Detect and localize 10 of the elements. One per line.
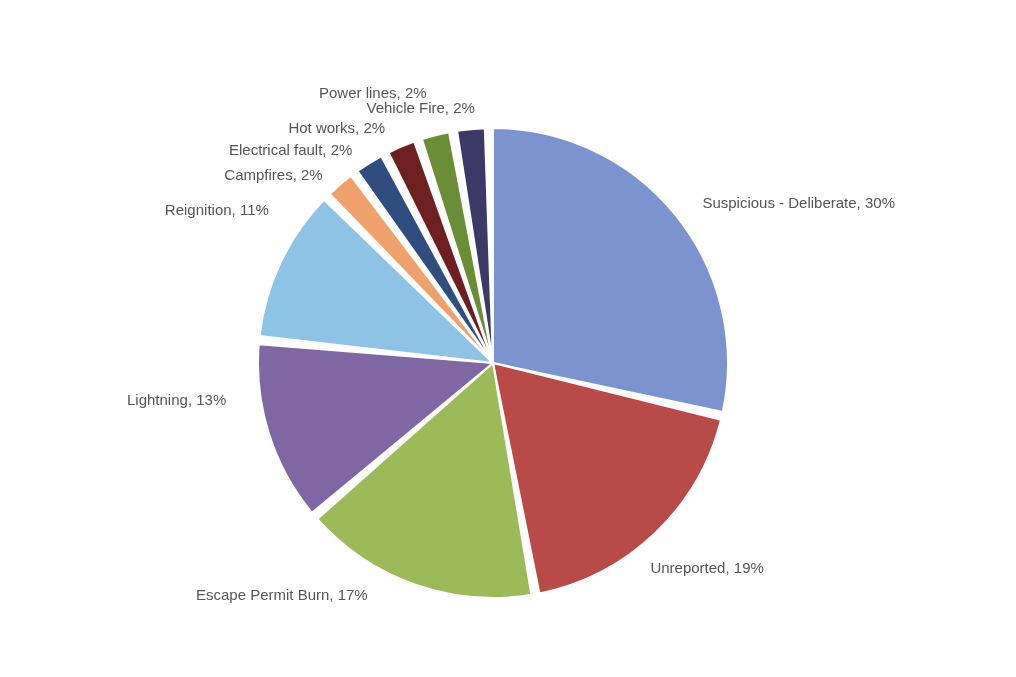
- slice-label: Lightning, 13%: [127, 390, 227, 408]
- slice-label: Campfires, 2%: [224, 165, 323, 183]
- slice-label: Electrical fault, 2%: [228, 140, 353, 158]
- slice-label: Power lines, 2%: [319, 83, 427, 101]
- slice-label: Hot works, 2%: [288, 118, 386, 136]
- slice-label: Escape Permit Burn, 17%: [195, 585, 368, 603]
- slice-label: Vehicle Fire, 2%: [366, 98, 475, 116]
- slice-label: Reignition, 11%: [164, 200, 269, 218]
- slice-label: Unreported, 19%: [650, 558, 764, 576]
- slice-label: Suspicious - Deliberate, 30%: [702, 193, 895, 211]
